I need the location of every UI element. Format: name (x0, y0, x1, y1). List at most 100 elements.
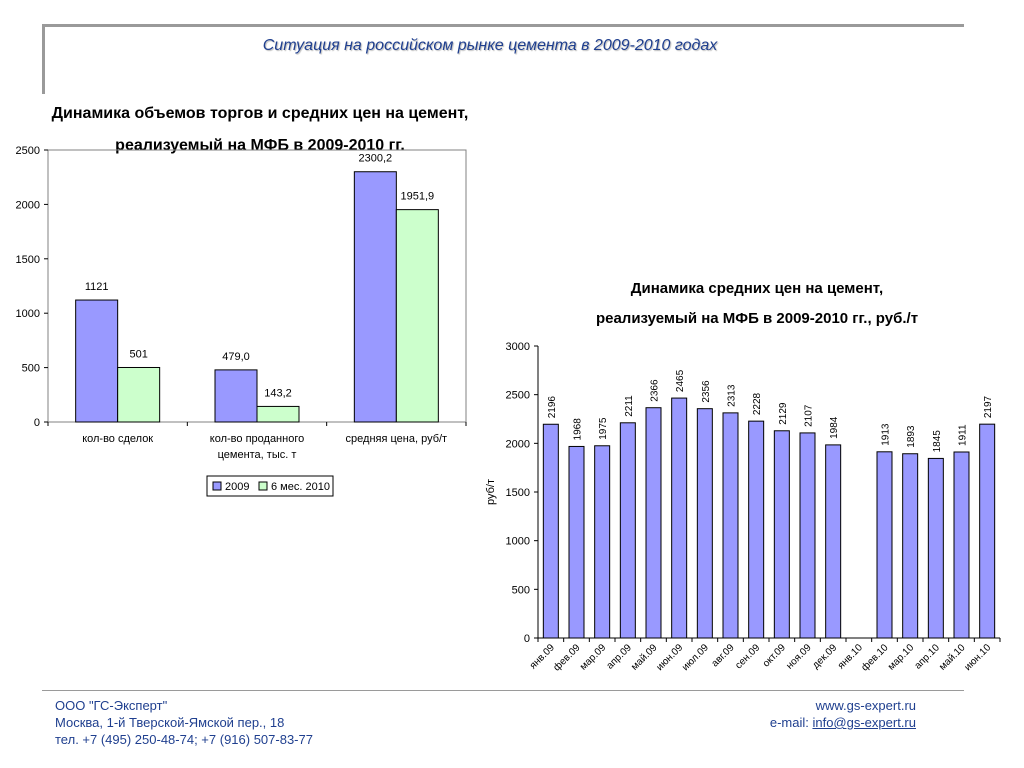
chart2-bar (953, 451, 970, 639)
chart2-data-label: 2356 (701, 380, 712, 403)
chart2-y-tick-label: 0 (524, 633, 530, 645)
chart2-x-tick-label: май.10 (937, 642, 968, 673)
chart2-x-tick-label: апр.09 (605, 642, 635, 672)
footer-company: ООО "ГС-Эксперт" (55, 698, 168, 713)
chart2-data-label: 2107 (804, 404, 815, 427)
chart2-data-label: 2211 (624, 395, 635, 417)
chart1-y-tick-label: 2000 (16, 199, 40, 211)
top-frame-line (42, 24, 964, 27)
chart1-title-line1: Динамика объемов торгов и средних цен на… (51, 105, 469, 122)
chart2-bar (645, 407, 662, 639)
chart2-x-tick-label: мар.09 (578, 642, 609, 673)
chart2-y-tick-label: 500 (512, 584, 530, 596)
chart2-bar (825, 444, 842, 639)
footer-email-link[interactable]: info@gs-expert.ru (812, 715, 916, 730)
chart2-x-tick-label: фев.09 (551, 641, 583, 673)
chart2-x-tick-label: мар.10 (886, 642, 917, 673)
chart2-title-line1: Динамика средних цен на цемент, (630, 280, 884, 297)
footer-email: e-mail: info@gs-expert.ru (770, 714, 916, 731)
chart2-data-label: 1893 (906, 425, 917, 448)
chart2-bar (542, 423, 559, 639)
footer-web: www.gs-expert.ru e-mail: info@gs-expert.… (770, 697, 916, 731)
chart1-x-tick-label: цемента, тыс. т (218, 449, 297, 461)
slide-title: Ситуация на российском рынке цемента в 2… (262, 37, 718, 54)
chart1-data-label: 2300,2 (359, 153, 393, 165)
chart2-x-tick-label: июн.10 (963, 642, 994, 673)
chart1-y-tick-label: 1000 (16, 308, 40, 320)
chart1-bar (214, 369, 258, 423)
chart1-y-tick-label: 1500 (16, 254, 40, 266)
chart2-bar (876, 451, 893, 639)
chart2-title-line2: реализуемый на МФБ в 2009-2010 гг., руб.… (595, 310, 919, 327)
chart2-x-tick-label: фев.10 (859, 641, 891, 673)
chart2-bar (696, 408, 713, 639)
footer-website-link[interactable]: www.gs-expert.ru (815, 698, 916, 713)
chart2-data-label: 2197 (983, 395, 994, 418)
chart1-y-tick-label: 500 (22, 363, 40, 375)
chart2-bar (594, 445, 611, 639)
chart2-bar (619, 422, 636, 639)
footer-phones: тел. +7 (495) 250-48-74; +7 (916) 507-83… (55, 732, 313, 747)
chart2-y-tick-label: 1000 (506, 536, 530, 548)
chart2-data-label: 2129 (778, 402, 789, 425)
chart2-data-label: 2313 (727, 384, 738, 407)
chart2-y-tick-label: 2500 (506, 390, 530, 402)
chart1-y-tick-label: 2500 (16, 145, 40, 157)
chart2-bar (722, 412, 739, 639)
chart1-legend (206, 475, 334, 497)
chart2-bar (799, 432, 816, 639)
chart2-x-tick-label: дек.09 (811, 642, 840, 671)
chart2-bar (927, 457, 944, 639)
chart1-bar (75, 299, 119, 423)
chart2-y-tick-label: 2000 (506, 438, 530, 450)
chart2-y-axis-label: руб/т (485, 479, 497, 505)
chart1-data-label: 143,2 (264, 387, 292, 399)
chart1-legend-swatch-2010 (258, 481, 268, 491)
chart2-data-label: 1975 (598, 417, 609, 440)
chart2-y-tick-label: 1500 (506, 487, 530, 499)
chart1-data-label: 1951,9 (401, 191, 435, 203)
chart1-legend-label-2009: 2009 (225, 481, 249, 493)
chart2-data-label: 1913 (881, 423, 892, 446)
chart2-data-label: 1968 (573, 418, 584, 441)
chart2-bar (979, 423, 996, 639)
chart2-x-tick-label: авг.09 (710, 642, 737, 669)
chart2-data-label: 1911 (958, 424, 969, 446)
chart2-x-tick-label: июл.09 (680, 642, 711, 673)
chart2-data-label: 1984 (829, 416, 840, 439)
chart2-x-tick-label: апр.10 (913, 642, 943, 672)
chart1-bar (395, 209, 439, 423)
chart1-bar (117, 366, 161, 423)
chart1-x-tick-label: средняя цена, руб/т (346, 433, 448, 445)
chart1-y-tick-label: 0 (34, 417, 40, 429)
chart2-y-tick-label: 3000 (506, 341, 530, 353)
chart2-data-label: 2196 (547, 396, 558, 419)
chart2-x-tick-label: ноя.09 (784, 642, 814, 672)
chart2-bar (671, 397, 688, 639)
chart2-x-tick-label: июн.09 (655, 642, 686, 673)
chart1-legend-label-2010: 6 мес. 2010 (271, 481, 330, 493)
chart1-bar (256, 405, 300, 423)
chart2-data-label: 1845 (932, 430, 943, 453)
chart2-x-tick-label: окт.09 (761, 642, 788, 669)
chart1-x-tick-label: кол-во проданного (210, 433, 304, 445)
footer-contacts: ООО "ГС-Эксперт" Москва, 1-й Тверской-Ям… (55, 697, 313, 748)
chart2-bar (773, 430, 790, 639)
chart1-data-label: 501 (129, 348, 147, 360)
chart1-legend-swatch-2009 (212, 481, 222, 491)
chart2-title: Динамика средних цен на цемент, реализуе… (500, 274, 1014, 334)
chart1-data-label: 1121 (85, 281, 109, 293)
chart2-bar (748, 420, 765, 639)
chart2-data-label: 2366 (650, 379, 661, 402)
chart2-data-label: 2228 (752, 392, 763, 415)
chart2-x-tick-label: сен.09 (733, 642, 762, 671)
footer-address: Москва, 1-й Тверской-Ямской пер., 18 (55, 715, 285, 730)
chart1-x-tick-label: кол-во сделок (82, 433, 153, 445)
chart2-bar (902, 453, 919, 639)
footer-email-label: e-mail: (769, 715, 813, 730)
chart2-data-label: 2465 (675, 369, 686, 392)
chart2-bar (568, 445, 585, 639)
chart1-data-label: 479,0 (222, 351, 250, 363)
